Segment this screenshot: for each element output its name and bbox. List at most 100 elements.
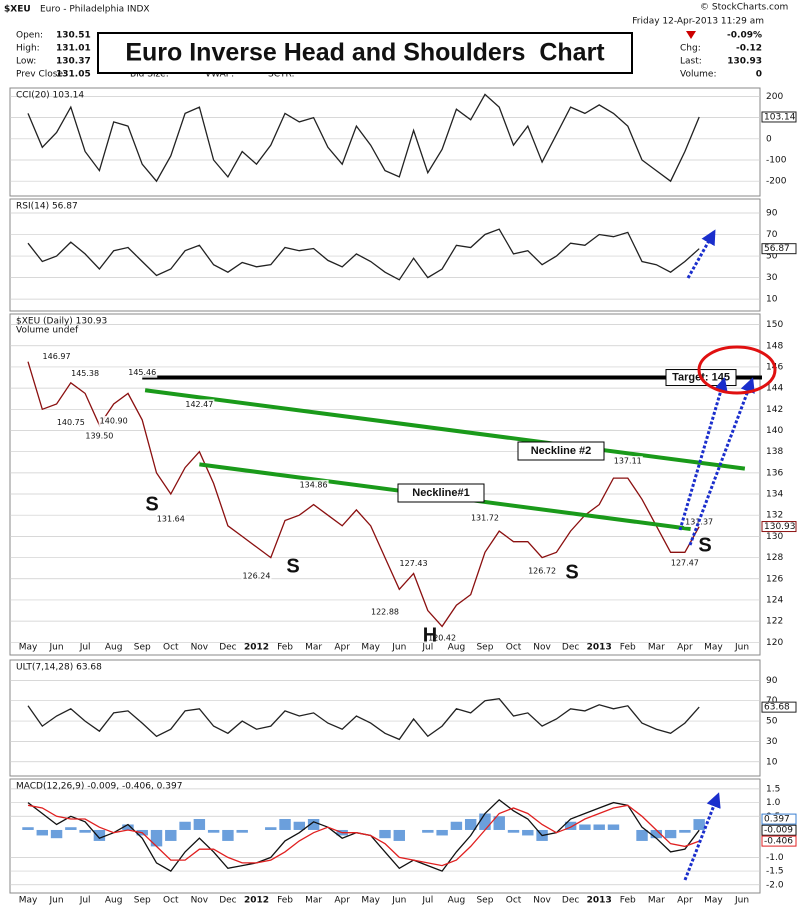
y-tick-label: 1.5 — [766, 784, 780, 794]
y-tick-label: 120 — [766, 638, 783, 648]
y-tick-label: -2.0 — [766, 880, 784, 890]
trend-arrow — [678, 377, 728, 531]
x-tick-label: Feb — [620, 643, 636, 653]
y-tick-label: 136 — [766, 468, 783, 478]
bar — [307, 819, 320, 830]
price-note: 140.90 — [100, 416, 128, 425]
price-note-box — [398, 558, 429, 569]
y-tick-label: 134 — [766, 490, 783, 500]
x-tick-label: Aug — [105, 643, 123, 653]
bar — [507, 829, 520, 833]
field-value: 130.51 — [56, 31, 91, 41]
x-tick-label: Mar — [648, 643, 665, 653]
y-tick-label: 132 — [766, 511, 783, 521]
price-note-box — [669, 558, 700, 569]
x-tick-label: Nov — [191, 643, 209, 653]
series-line — [27, 93, 700, 183]
bar — [179, 821, 191, 830]
x-tick-label: Dec — [219, 896, 236, 906]
x-tick-label: Feb — [620, 896, 636, 906]
x-tick-label: Jun — [391, 643, 406, 653]
bar — [593, 824, 605, 830]
x-tick-label: Nov — [191, 896, 209, 906]
x-tick-label: Nov — [533, 643, 551, 653]
series-line — [27, 698, 700, 741]
x-tick-label: May — [19, 896, 38, 906]
bar — [607, 824, 620, 830]
x-tick-label: May — [361, 896, 380, 906]
copyright: © StockCharts.com — [700, 3, 788, 13]
price-note-box — [84, 430, 115, 441]
field-label: Chg: — [680, 44, 701, 54]
price-note: 146.97 — [43, 352, 71, 361]
panel-frame — [9, 198, 761, 312]
bar — [636, 829, 648, 841]
x-tick-label: Jul — [79, 896, 91, 906]
price-note: 127.43 — [400, 559, 428, 568]
bar — [222, 829, 234, 841]
panel-title: $XEU (Daily) 130.93 — [16, 317, 107, 327]
y-tick-label: 1.0 — [766, 798, 781, 808]
x-tick-label: Jul — [421, 643, 433, 653]
field-label: Last: — [680, 57, 702, 67]
x-tick-label: Sep — [134, 896, 151, 906]
price-note: 131.37 — [685, 517, 713, 526]
y-tick-label: 122 — [766, 617, 783, 627]
price-note-box — [684, 516, 715, 527]
x-tick-label: 2012 — [244, 896, 269, 906]
bar — [464, 819, 477, 830]
x-tick-label: May — [704, 643, 723, 653]
y-tick-label: 30 — [766, 737, 778, 747]
panel-frame — [9, 659, 761, 777]
x-tick-label: Apr — [334, 643, 350, 653]
price-note: 140.75 — [57, 418, 85, 427]
y-tick-label: 138 — [766, 447, 783, 457]
y-tick-label: 0 — [766, 134, 772, 144]
y-tick-label: 200 — [766, 92, 783, 102]
trend-arrow — [683, 792, 721, 881]
field-label: Volume: — [680, 70, 717, 80]
bar — [93, 829, 106, 841]
last-value-label: 130.93 — [764, 522, 796, 532]
pattern-label: H — [423, 624, 437, 646]
x-tick-label: Dec — [562, 643, 579, 653]
price-note: 139.50 — [85, 431, 113, 440]
x-tick-label: Mar — [648, 896, 665, 906]
last-value-label: 0.397 — [764, 815, 790, 825]
pattern-label: S — [698, 534, 711, 556]
y-tick-label: 90 — [766, 676, 778, 686]
neckline-box — [397, 483, 485, 503]
bar — [436, 829, 448, 836]
panel-frame — [9, 313, 761, 656]
y-tick-label: 50 — [766, 717, 778, 727]
neckline-box — [517, 441, 605, 461]
price-note-box — [241, 571, 272, 582]
bar — [693, 819, 705, 830]
x-tick-label: Apr — [677, 643, 693, 653]
price-note-box — [527, 566, 558, 577]
bar — [22, 827, 34, 830]
y-tick-label: 142 — [766, 405, 783, 415]
target-circle — [697, 345, 777, 395]
x-tick-label: Feb — [277, 896, 293, 906]
x-tick-label: Aug — [448, 643, 466, 653]
field-label: Prev Close: — [16, 70, 66, 80]
pattern-label: S — [286, 555, 299, 577]
y-tick-label: 70 — [766, 230, 778, 240]
y-tick-label: 144 — [766, 384, 783, 394]
last-value-box — [761, 701, 797, 713]
x-tick-label: Oct — [163, 643, 179, 653]
x-tick-label: Sep — [476, 896, 493, 906]
bar — [50, 829, 63, 839]
bar — [664, 829, 677, 839]
x-tick-label: Oct — [506, 896, 522, 906]
x-tick-label: Mar — [305, 643, 322, 653]
bar — [150, 829, 163, 847]
price-note-box — [41, 351, 72, 362]
date: Friday 12-Apr-2013 11:29 am — [632, 17, 764, 27]
x-tick-label: Aug — [448, 896, 466, 906]
bar — [279, 819, 291, 830]
bar — [679, 829, 691, 833]
